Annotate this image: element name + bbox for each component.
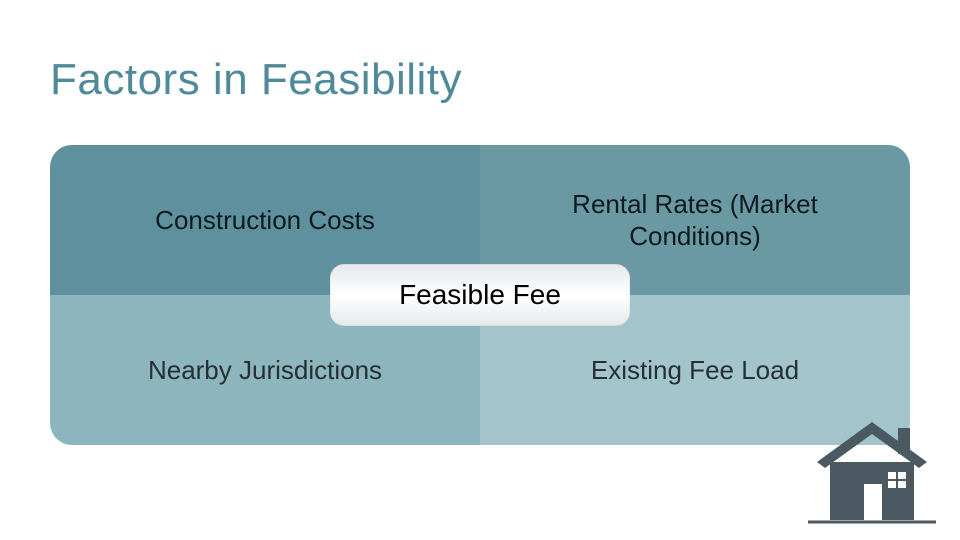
feasibility-matrix: Construction Costs Rental Rates (Market … (50, 145, 910, 445)
house-icon (802, 410, 942, 530)
slide-title: Factors in Feasibility (50, 55, 462, 105)
center-feasible-fee: Feasible Fee (330, 264, 630, 326)
